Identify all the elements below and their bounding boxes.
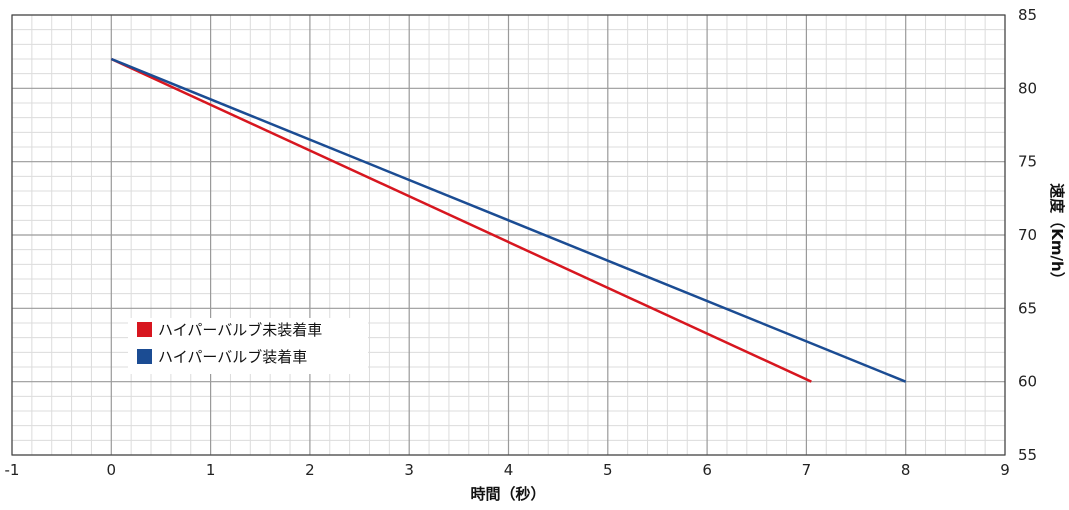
x-tick-labels: -1 0 1 2 3 4 5 6 7 8 9 [5, 461, 1010, 479]
x-tick-label: 1 [206, 461, 216, 479]
x-tick-label: 7 [802, 461, 812, 479]
x-tick-label: 6 [702, 461, 712, 479]
legend-background [128, 318, 368, 374]
series-lines [110, 57, 907, 383]
series-line-0 [110, 57, 812, 383]
y-tick-label: 55 [1018, 446, 1037, 464]
y-tick-label: 85 [1018, 6, 1037, 24]
y-axis-title: 速度（Km/h） [1048, 183, 1066, 286]
x-tick-label: 5 [603, 461, 613, 479]
legend-swatch-no-hypervalve [137, 322, 152, 337]
plot-border [11, 14, 1006, 456]
y-tick-label: 80 [1018, 79, 1037, 97]
x-tick-label: 3 [404, 461, 414, 479]
y-tick-label: 75 [1018, 153, 1037, 171]
y-tick-labels: 55 60 65 70 75 80 85 [1018, 6, 1037, 464]
y-tick-label: 70 [1018, 226, 1037, 244]
y-tick-label: 60 [1018, 373, 1037, 391]
legend: ハイパーバルブ未装着車 ハイパーバルブ装着車 [128, 318, 368, 374]
legend-label-hypervalve: ハイパーバルブ装着車 [158, 348, 307, 366]
x-tick-label: 4 [504, 461, 514, 479]
x-tick-label: 9 [1000, 461, 1010, 479]
x-tick-label: 0 [107, 461, 117, 479]
series-line-1 [110, 57, 907, 383]
y-tick-label: 65 [1018, 299, 1037, 317]
x-tick-label: 2 [305, 461, 315, 479]
x-tick-label: -1 [5, 461, 20, 479]
x-axis-title: 時間（秒） [470, 485, 545, 503]
legend-swatch-hypervalve [137, 349, 152, 364]
x-tick-label: 8 [901, 461, 911, 479]
legend-label-no-hypervalve: ハイパーバルブ未装着車 [158, 321, 322, 339]
